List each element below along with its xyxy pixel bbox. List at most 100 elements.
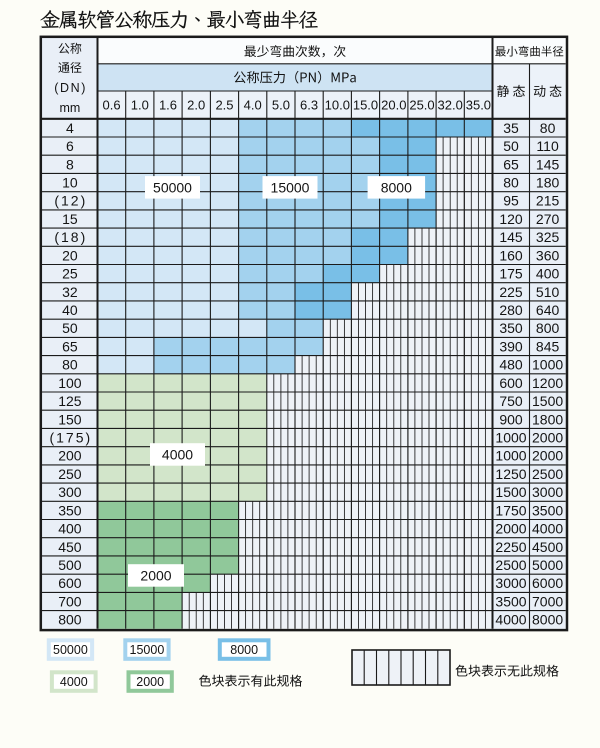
svg-text:2500: 2500 — [495, 557, 526, 573]
svg-text:400: 400 — [536, 266, 560, 282]
svg-text:80: 80 — [62, 357, 78, 373]
svg-text:110: 110 — [536, 138, 559, 154]
svg-text:1000: 1000 — [532, 357, 563, 373]
svg-text:35.0: 35.0 — [466, 98, 491, 113]
svg-text:480: 480 — [499, 357, 523, 373]
svg-text:3500: 3500 — [532, 502, 563, 518]
svg-text:1800: 1800 — [532, 411, 563, 427]
svg-text:3000: 3000 — [532, 484, 563, 500]
svg-text:50: 50 — [62, 320, 78, 336]
svg-text:2250: 2250 — [495, 539, 526, 555]
svg-text:800: 800 — [58, 612, 82, 628]
svg-text:750: 750 — [499, 393, 523, 409]
svg-text:845: 845 — [536, 338, 560, 354]
svg-text:1000: 1000 — [495, 448, 526, 464]
svg-text:280: 280 — [499, 302, 523, 318]
svg-text:4000: 4000 — [532, 521, 563, 537]
svg-text:5000: 5000 — [532, 557, 563, 573]
svg-text:800: 800 — [536, 320, 560, 336]
svg-text:270: 270 — [536, 211, 560, 227]
svg-text:80: 80 — [503, 175, 519, 191]
svg-text:32.0: 32.0 — [438, 98, 463, 113]
svg-text:65: 65 — [62, 338, 78, 354]
svg-text:1250: 1250 — [495, 466, 526, 482]
svg-text:(DN): (DN) — [54, 81, 87, 95]
svg-text:145: 145 — [536, 156, 560, 172]
svg-text:1500: 1500 — [495, 484, 526, 500]
svg-text:4000: 4000 — [495, 612, 526, 628]
svg-text:15: 15 — [62, 211, 78, 227]
svg-text:(18): (18) — [54, 229, 87, 245]
svg-text:6.3: 6.3 — [300, 98, 318, 113]
svg-text:360: 360 — [536, 247, 560, 263]
svg-text:0.6: 0.6 — [103, 98, 121, 113]
svg-text:160: 160 — [499, 247, 523, 263]
svg-text:2.0: 2.0 — [187, 98, 205, 113]
svg-text:4000: 4000 — [162, 447, 193, 463]
svg-text:3500: 3500 — [495, 593, 526, 609]
svg-text:25: 25 — [62, 266, 78, 282]
svg-text:900: 900 — [499, 411, 523, 427]
svg-text:4500: 4500 — [532, 539, 563, 555]
svg-text:215: 215 — [536, 193, 560, 209]
svg-text:125: 125 — [58, 393, 82, 409]
svg-text:350: 350 — [58, 502, 82, 518]
svg-text:20.0: 20.0 — [381, 98, 406, 113]
svg-text:15000: 15000 — [271, 179, 310, 195]
svg-text:450: 450 — [58, 539, 82, 555]
svg-text:7000: 7000 — [532, 593, 563, 609]
svg-text:35: 35 — [503, 120, 519, 136]
svg-text:700: 700 — [58, 593, 82, 609]
svg-text:2.5: 2.5 — [215, 98, 233, 113]
svg-text:8000: 8000 — [381, 179, 412, 195]
svg-text:300: 300 — [58, 484, 82, 500]
svg-text:600: 600 — [58, 575, 82, 591]
svg-text:1.0: 1.0 — [131, 98, 149, 113]
svg-text:1000: 1000 — [495, 430, 526, 446]
svg-text:1.6: 1.6 — [159, 98, 177, 113]
svg-text:10.0: 10.0 — [325, 98, 350, 113]
svg-text:3000: 3000 — [495, 575, 526, 591]
svg-text:400: 400 — [58, 521, 82, 537]
svg-text:325: 325 — [536, 229, 560, 245]
svg-text:350: 350 — [499, 320, 523, 336]
svg-text:2000: 2000 — [495, 521, 526, 537]
svg-text:250: 250 — [58, 466, 82, 482]
svg-text:150: 150 — [58, 411, 82, 427]
svg-text:640: 640 — [536, 302, 560, 318]
svg-text:65: 65 — [503, 156, 519, 172]
svg-text:2000: 2000 — [140, 568, 171, 584]
svg-text:6000: 6000 — [532, 575, 563, 591]
svg-text:80: 80 — [540, 120, 556, 136]
svg-text:200: 200 — [58, 448, 82, 464]
svg-text:2500: 2500 — [532, 466, 563, 482]
svg-text:8000: 8000 — [230, 643, 258, 657]
svg-text:120: 120 — [499, 211, 523, 227]
svg-text:8000: 8000 — [532, 612, 563, 628]
svg-text:145: 145 — [499, 229, 523, 245]
svg-text:600: 600 — [499, 375, 523, 391]
svg-text:15000: 15000 — [130, 643, 165, 657]
svg-text:50000: 50000 — [153, 179, 192, 195]
svg-text:(12): (12) — [54, 193, 87, 209]
svg-text:32: 32 — [62, 284, 78, 300]
svg-text:2000: 2000 — [136, 675, 164, 689]
svg-text:4.0: 4.0 — [244, 98, 262, 113]
svg-text:100: 100 — [58, 375, 82, 391]
svg-text:1750: 1750 — [495, 502, 526, 518]
svg-text:15.0: 15.0 — [353, 98, 378, 113]
svg-text:500: 500 — [58, 557, 82, 573]
svg-text:2000: 2000 — [532, 448, 563, 464]
svg-text:2000: 2000 — [532, 430, 563, 446]
svg-text:95: 95 — [503, 193, 519, 209]
svg-text:5.0: 5.0 — [272, 98, 290, 113]
svg-text:25.0: 25.0 — [409, 98, 434, 113]
svg-text:mm: mm — [59, 101, 80, 115]
svg-text:40: 40 — [62, 302, 78, 318]
svg-text:175: 175 — [499, 266, 523, 282]
svg-text:1200: 1200 — [532, 375, 563, 391]
svg-text:1500: 1500 — [532, 393, 563, 409]
svg-text:510: 510 — [536, 284, 560, 300]
svg-text:4000: 4000 — [60, 675, 88, 689]
svg-text:10: 10 — [62, 175, 78, 191]
